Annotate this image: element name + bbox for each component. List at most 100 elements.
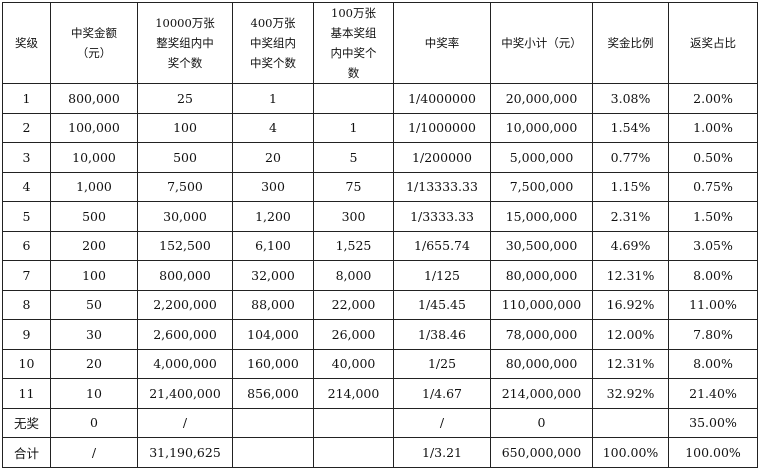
- table-cell: 300: [232, 171, 314, 202]
- table-cell: 1.00%: [668, 112, 758, 143]
- table-cell: 2,200,000: [137, 289, 233, 320]
- table-cell: /: [50, 437, 138, 468]
- table-cell: 21.40%: [668, 378, 758, 409]
- table-cell: 100: [50, 260, 138, 291]
- table-cell: 7,500: [137, 171, 233, 202]
- table-cell: 30: [50, 319, 138, 350]
- table-cell: 800,000: [50, 83, 138, 114]
- table-cell: 100: [137, 112, 233, 143]
- table-cell: 8.00%: [668, 348, 758, 379]
- table-cell: 12.31%: [592, 348, 669, 379]
- table-cell: 0: [50, 407, 138, 438]
- header-row: 奖级 中奖金额（元） 10000万张整奖组内中奖个数 400万张中奖组内中奖个数 100…: [2, 2, 758, 84]
- table-cell: 2.31%: [592, 201, 669, 232]
- table-cell: 100.00%: [668, 437, 758, 468]
- table-cell: 10: [50, 378, 138, 409]
- table-cell: 1.15%: [592, 171, 669, 202]
- table-cell: 1.50%: [668, 201, 758, 232]
- table-cell: 0.50%: [668, 142, 758, 173]
- table-cell: 80,000,000: [490, 348, 593, 379]
- table-cell: 4: [232, 112, 314, 143]
- table-cell: 1/4000000: [393, 83, 491, 114]
- table-cell: 7.80%: [668, 319, 758, 350]
- column-header: 返奖占比: [668, 2, 758, 84]
- table-cell: 合计: [2, 437, 51, 468]
- table-cell: 2.00%: [668, 83, 758, 114]
- table-cell: 15,000,000: [490, 201, 593, 232]
- table-cell: /: [137, 407, 233, 438]
- table-cell: 856,000: [232, 378, 314, 409]
- table-cell: 35.00%: [668, 407, 758, 438]
- table-row: 9 30 2,600,000 104,000 26,000 1/38.46 78,000,0…: [2, 319, 758, 350]
- table-cell: 110,000,000: [490, 289, 593, 320]
- table-row: 6 200 152,500 6,100 1,525 1/655.74 30,500,000 4…: [2, 230, 758, 261]
- table-cell: 214,000: [313, 378, 394, 409]
- column-header: 100万张基本奖组内中奖个数: [313, 2, 394, 84]
- table-cell: 5,000,000: [490, 142, 593, 173]
- table-cell: 8: [2, 289, 51, 320]
- table-cell: 20: [232, 142, 314, 173]
- table-cell: 200: [50, 230, 138, 261]
- table-row: 11 10 21,400,000 856,000 214,000 1/4.67 214,00…: [2, 378, 758, 409]
- table-cell: 1/1000000: [393, 112, 491, 143]
- table-cell: 9: [2, 319, 51, 350]
- table-cell: 75: [313, 171, 394, 202]
- table-cell: 11.00%: [668, 289, 758, 320]
- table-cell: 104,000: [232, 319, 314, 350]
- table-cell: /: [393, 407, 491, 438]
- table-cell: 1/655.74: [393, 230, 491, 261]
- table-cell: 1/125: [393, 260, 491, 291]
- table-cell: 21,400,000: [137, 378, 233, 409]
- table-cell: 25: [137, 83, 233, 114]
- column-header: 400万张中奖组内中奖个数: [232, 2, 314, 84]
- table-cell: 无奖: [2, 407, 51, 438]
- table-cell: 6: [2, 230, 51, 261]
- table-cell: 7: [2, 260, 51, 291]
- table-cell: 1,000: [50, 171, 138, 202]
- table-cell: 1/3333.33: [393, 201, 491, 232]
- column-header: 奖金比例: [592, 2, 669, 84]
- table-cell: 1/45.45: [393, 289, 491, 320]
- table-cell: 5: [2, 201, 51, 232]
- table-row: 4 1,000 7,500 300 75 1/13333.33 7,500,000 1.15%…: [2, 171, 758, 202]
- table-cell: 1: [232, 83, 314, 114]
- table-cell: 4.69%: [592, 230, 669, 261]
- table-cell: [592, 407, 669, 438]
- table-cell: 20: [50, 348, 138, 379]
- table-cell: 4,000,000: [137, 348, 233, 379]
- table-cell: 6,100: [232, 230, 314, 261]
- table-cell: 1/200000: [393, 142, 491, 173]
- table-cell: 2: [2, 112, 51, 143]
- table-cell: 1/13333.33: [393, 171, 491, 202]
- table-cell: 50: [50, 289, 138, 320]
- table-cell: 100,000: [50, 112, 138, 143]
- column-header: 中奖小计（元）: [490, 2, 593, 84]
- table-row: 10 20 4,000,000 160,000 40,000 1/25 80,000,000…: [2, 348, 758, 379]
- table-cell: 3: [2, 142, 51, 173]
- table-cell: 12.00%: [592, 319, 669, 350]
- table-cell: 10,000: [50, 142, 138, 173]
- table-cell: 0.77%: [592, 142, 669, 173]
- table-cell: 1/3.21: [393, 437, 491, 468]
- table-cell: 32.92%: [592, 378, 669, 409]
- column-header: 中奖率: [393, 2, 491, 84]
- table-cell: 30,000: [137, 201, 233, 232]
- table-cell: 650,000,000: [490, 437, 593, 468]
- table-cell: 10: [2, 348, 51, 379]
- table-cell: 4: [2, 171, 51, 202]
- table-cell: 3.08%: [592, 83, 669, 114]
- table-cell: 8.00%: [668, 260, 758, 291]
- table-cell: 1/25: [393, 348, 491, 379]
- table-cell: [232, 407, 314, 438]
- column-header: 10000万张整奖组内中奖个数: [137, 2, 233, 84]
- table-row: 合计/31,190,625 1/3.21 650,000,000 100.00% 100…: [2, 437, 758, 468]
- table-cell: [313, 83, 394, 114]
- table-cell: 88,000: [232, 289, 314, 320]
- table-cell: 78,000,000: [490, 319, 593, 350]
- table-cell: 800,000: [137, 260, 233, 291]
- table-cell: 12.31%: [592, 260, 669, 291]
- table-row: 1 800,000 25 1 1/4000000 20,000,000 3.08% 2.00%: [2, 83, 758, 114]
- table-cell: 2,600,000: [137, 319, 233, 350]
- table-cell: 100.00%: [592, 437, 669, 468]
- table-cell: 1/38.46: [393, 319, 491, 350]
